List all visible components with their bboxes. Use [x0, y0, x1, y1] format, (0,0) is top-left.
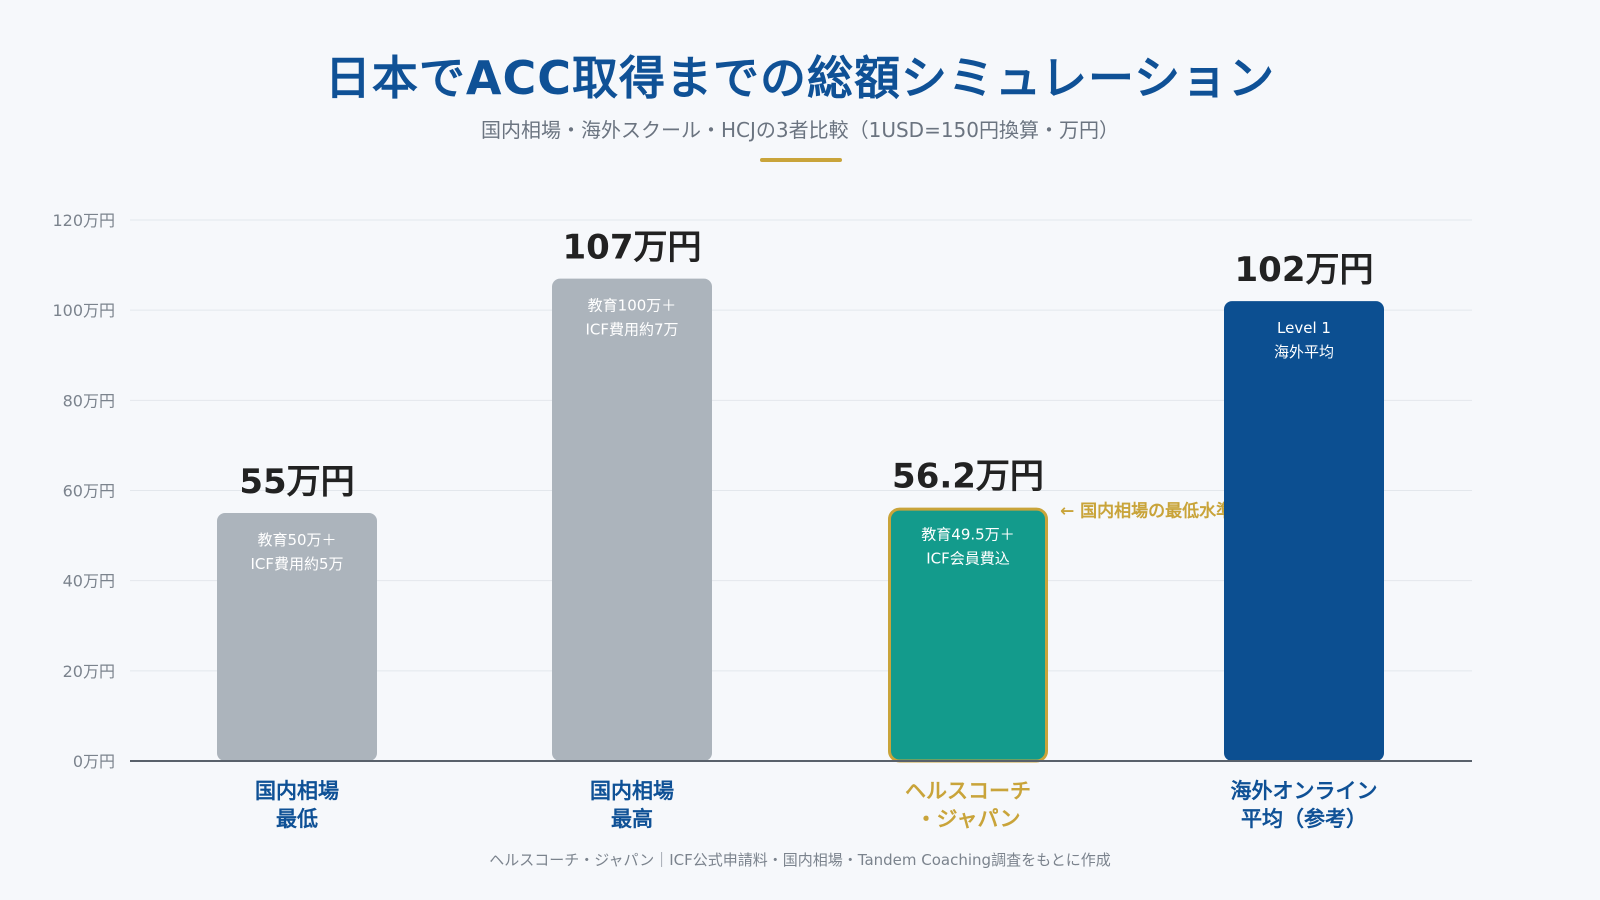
x-tick-label-line: 国内相場 [255, 779, 339, 803]
bar-note: 海外平均 [1274, 343, 1334, 361]
bars: 教育50万＋ICF費用約5万55万円教育100万＋ICF費用約7万107万円教育… [217, 228, 1384, 763]
x-tick-label: ヘルスコーチ・ジャパン [905, 779, 1031, 831]
x-tick-label-line: 平均（参考） [1241, 807, 1367, 831]
bar [217, 513, 377, 761]
bar [1224, 301, 1384, 761]
y-tick-label: 60万円 [63, 482, 115, 501]
bar [552, 278, 712, 761]
y-tick-label: 100万円 [52, 301, 115, 320]
x-tick-label: 海外オンライン平均（参考） [1231, 779, 1378, 831]
x-tick-label-line: 最高 [611, 807, 653, 831]
x-tick-label-line: ・ジャパン [916, 807, 1021, 831]
bar [888, 507, 1048, 763]
bar-note: ICF費用約5万 [250, 555, 343, 573]
bar-note: 教育49.5万＋ [921, 526, 1014, 544]
x-tick-label-line: 国内相場 [590, 779, 674, 803]
data-label: 56.2万円 [892, 457, 1044, 497]
y-tick-label: 80万円 [63, 391, 115, 410]
x-tick-label: 国内相場最高 [590, 779, 674, 831]
chart-title: 日本でACC取得までの総額シミュレーション [324, 51, 1276, 105]
x-tick-label-line: 最低 [276, 807, 318, 831]
data-label: 107万円 [563, 228, 702, 268]
x-tick-label-line: ヘルスコーチ [905, 779, 1031, 803]
x-tick-label: 国内相場最低 [255, 779, 339, 831]
data-label: 102万円 [1235, 250, 1374, 290]
bar-note: Level 1 [1277, 319, 1331, 337]
bar-note: 教育100万＋ [588, 297, 677, 315]
title-underline [760, 158, 842, 162]
y-tick-label: 120万円 [52, 211, 115, 230]
y-axis-tick-labels: 0万円 20万円 40万円 60万円 80万円 100万円 120万円 [52, 211, 115, 771]
source-note: ヘルスコーチ・ジャパン｜ICF公式申請料・国内相場・Tandem Coachin… [489, 851, 1111, 869]
bar-note: ICF会員費込 [926, 550, 1010, 568]
y-tick-label: 40万円 [63, 572, 115, 591]
bar-group: 教育50万＋ ICF費用約5万 55万円 [217, 462, 377, 761]
bar-note: 教育50万＋ [257, 531, 336, 549]
chart-subtitle: 国内相場・海外スクール・HCJの3者比較（1USD=150円換算・万円） [480, 118, 1120, 142]
bar-note: ICF費用約7万 [585, 321, 678, 339]
y-tick-label: 20万円 [63, 662, 115, 681]
x-tick-label-line: 海外オンライン [1231, 779, 1378, 803]
bar-group: Level 1 海外平均 102万円 [1224, 250, 1384, 761]
bar-group: 教育100万＋ ICF費用約7万 107万円 [552, 228, 712, 761]
data-label: 55万円 [239, 462, 354, 502]
y-tick-label: 0万円 [73, 752, 115, 771]
